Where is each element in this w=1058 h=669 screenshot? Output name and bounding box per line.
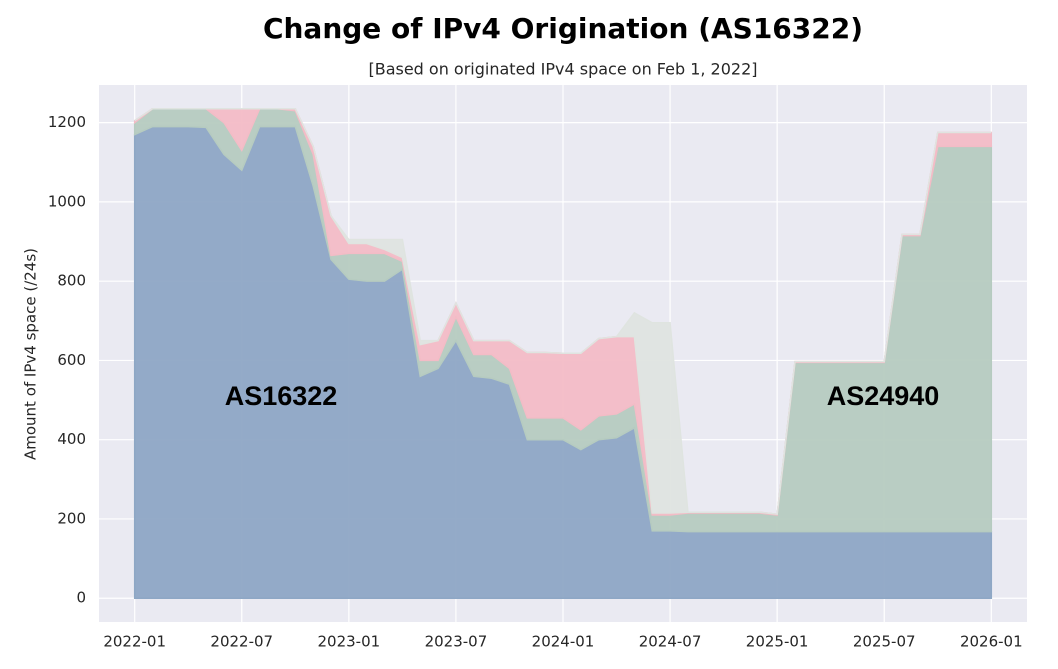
x-tick-label: 2024-01 [532,633,595,651]
series-label: AS16322 [225,381,338,411]
labels: 0 200 400 600 800 1000 1200 2022-01 2022-07 2023-… [48,113,1023,650]
series-label: AS24940 [827,381,940,411]
x-tick-label: 2022-01 [103,633,166,651]
areas [133,108,993,599]
y-tick-label: 800 [57,272,86,290]
y-tick-label: 1200 [48,113,86,131]
x-tick-label: 2022-07 [210,633,273,651]
y-axis-label: Amount of IPv4 space (/24s) [22,248,40,460]
area [134,108,992,516]
chart-subtitle: [Based on originated IPv4 space on Feb 1… [368,60,757,79]
y-tick-label: 600 [57,351,86,369]
x-tick-label: 2023-01 [318,633,381,651]
y-tick-label: 0 [76,589,86,607]
x-tick-label: 2026-01 [960,633,1023,651]
y-tick-label: 1000 [48,192,86,210]
x-tick-label: 2024-07 [639,633,702,651]
x-tick-label: 2025-01 [746,633,809,651]
x-tick-label: 2023-07 [425,633,488,651]
y-tick-label: 200 [57,509,86,527]
chart-title: Change of IPv4 Origination (AS16322) [263,12,863,45]
y-tick-label: 400 [57,430,86,448]
x-tick-label: 2025-07 [853,633,916,651]
